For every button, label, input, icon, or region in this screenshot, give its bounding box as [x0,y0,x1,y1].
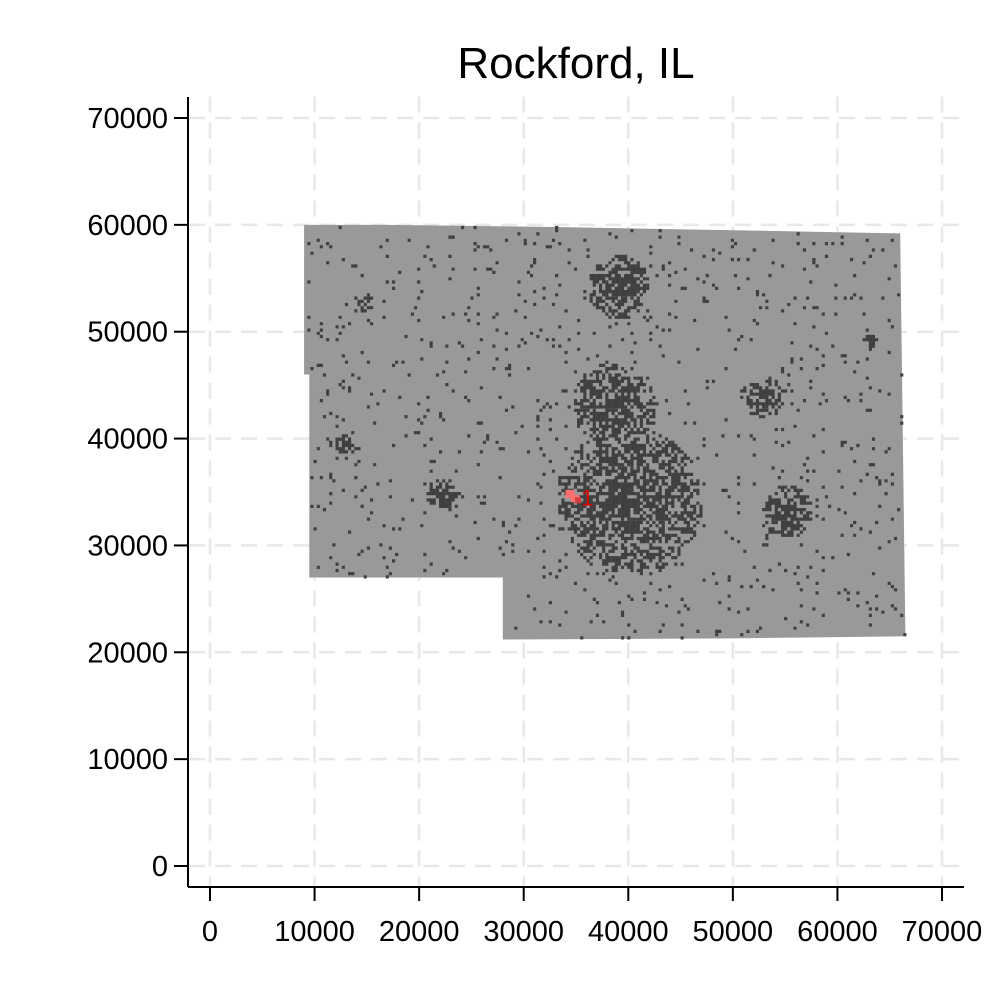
chart-title: Rockford, IL [457,39,695,88]
y-tick-label: 70000 [87,103,168,135]
annotations: 1 [581,485,593,510]
highlight-cell [574,497,581,504]
y-tick-label: 20000 [87,637,168,669]
y-tick-label: 30000 [87,530,168,562]
highlight-cluster [565,489,581,504]
developed-cells [307,225,907,640]
y-tick-label: 60000 [87,210,168,242]
y-tick-label: 10000 [87,744,168,776]
x-tick-label: 20000 [379,916,460,948]
x-tick-label: 30000 [483,916,564,948]
x-tick-label: 10000 [274,916,355,948]
x-tick-label: 0 [202,916,218,948]
y-tick-label: 0 [152,851,168,883]
x-tick-label: 50000 [693,916,774,948]
x-tick-label: 40000 [588,916,669,948]
axes: 0 10000 20000 30000 40000 50000 60000 70000 0 100… [87,97,982,948]
highlight-cell [565,489,575,498]
annotation-label: 1 [581,485,593,510]
x-tick-label: 60000 [797,916,878,948]
y-tick-label: 40000 [87,424,168,456]
x-tick-label: 70000 [902,916,983,948]
y-tick-label: 50000 [87,317,168,349]
raster-cells [304,224,907,640]
